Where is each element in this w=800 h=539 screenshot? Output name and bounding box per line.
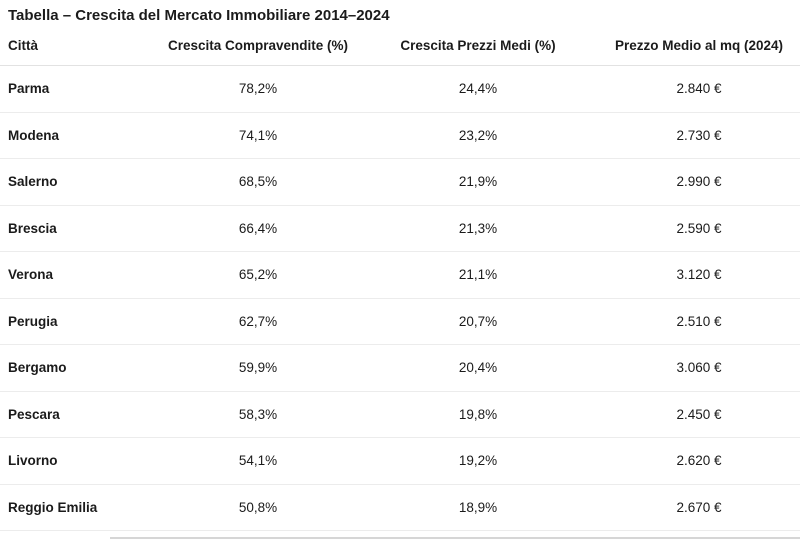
value-cell: 50,8% (158, 484, 358, 531)
city-cell: Parma (0, 65, 158, 113)
table-row: Reggio Emilia 50,8% 18,9% 2.670 € (0, 484, 800, 531)
table-row: Modena 74,1% 23,2% 2.730 € (0, 112, 800, 159)
table-row: Bergamo 59,9% 20,4% 3.060 € (0, 344, 800, 392)
table-row: Livorno 54,1% 19,2% 2.620 € (0, 437, 800, 485)
col-header-citta: Città (0, 26, 158, 66)
value-cell: 66,4% (158, 205, 358, 252)
col-header-prezzo-medio-mq: Prezzo Medio al mq (2024) (598, 26, 800, 66)
col-header-crescita-compravendite: Crescita Compravendite (%) (158, 26, 358, 66)
table-row: Salerno 68,5% 21,9% 2.990 € (0, 158, 800, 206)
page-title: Tabella – Crescita del Mercato Immobilia… (8, 7, 390, 24)
city-cell: Salerno (0, 158, 158, 206)
value-cell: 2.670 € (598, 484, 800, 531)
value-cell: 2.450 € (598, 391, 800, 438)
value-cell: 21,3% (358, 205, 598, 252)
city-cell: Perugia (0, 298, 158, 345)
city-cell: Livorno (0, 437, 158, 485)
table-row: Pescara 58,3% 19,8% 2.450 € (0, 391, 800, 438)
value-cell: 3.060 € (598, 344, 800, 392)
value-cell: 19,2% (358, 437, 598, 485)
real-estate-growth-table: Città Crescita Compravendite (%) Crescit… (0, 26, 800, 531)
value-cell: 2.510 € (598, 298, 800, 345)
city-cell: Verona (0, 251, 158, 299)
value-cell: 3.120 € (598, 251, 800, 299)
value-cell: 59,9% (158, 344, 358, 392)
value-cell: 19,8% (358, 391, 598, 438)
header-row: Città Crescita Compravendite (%) Crescit… (0, 26, 800, 66)
value-cell: 20,7% (358, 298, 598, 345)
value-cell: 54,1% (158, 437, 358, 485)
table-header: Città Crescita Compravendite (%) Crescit… (0, 26, 800, 66)
city-cell: Brescia (0, 205, 158, 252)
value-cell: 20,4% (358, 344, 598, 392)
value-cell: 23,2% (358, 112, 598, 159)
value-cell: 58,3% (158, 391, 358, 438)
city-cell: Modena (0, 112, 158, 159)
value-cell: 2.620 € (598, 437, 800, 485)
value-cell: 24,4% (358, 65, 598, 113)
city-cell: Pescara (0, 391, 158, 438)
value-cell: 2.840 € (598, 65, 800, 113)
value-cell: 78,2% (158, 65, 358, 113)
city-cell: Reggio Emilia (0, 484, 158, 531)
value-cell: 2.590 € (598, 205, 800, 252)
value-cell: 68,5% (158, 158, 358, 206)
value-cell: 62,7% (158, 298, 358, 345)
value-cell: 65,2% (158, 251, 358, 299)
value-cell: 21,1% (358, 251, 598, 299)
value-cell: 74,1% (158, 112, 358, 159)
value-cell: 2.990 € (598, 158, 800, 206)
value-cell: 18,9% (358, 484, 598, 531)
table-row: Perugia 62,7% 20,7% 2.510 € (0, 298, 800, 345)
value-cell: 2.730 € (598, 112, 800, 159)
city-cell: Bergamo (0, 344, 158, 392)
table-row: Verona 65,2% 21,1% 3.120 € (0, 251, 800, 299)
table-row: Brescia 66,4% 21,3% 2.590 € (0, 205, 800, 252)
table-body: Parma 78,2% 24,4% 2.840 € Modena 74,1% 23,2% 2.… (0, 65, 800, 531)
table-row: Parma 78,2% 24,4% 2.840 € (0, 65, 800, 113)
col-header-crescita-prezzi-medi: Crescita Prezzi Medi (%) (358, 26, 598, 66)
value-cell: 21,9% (358, 158, 598, 206)
